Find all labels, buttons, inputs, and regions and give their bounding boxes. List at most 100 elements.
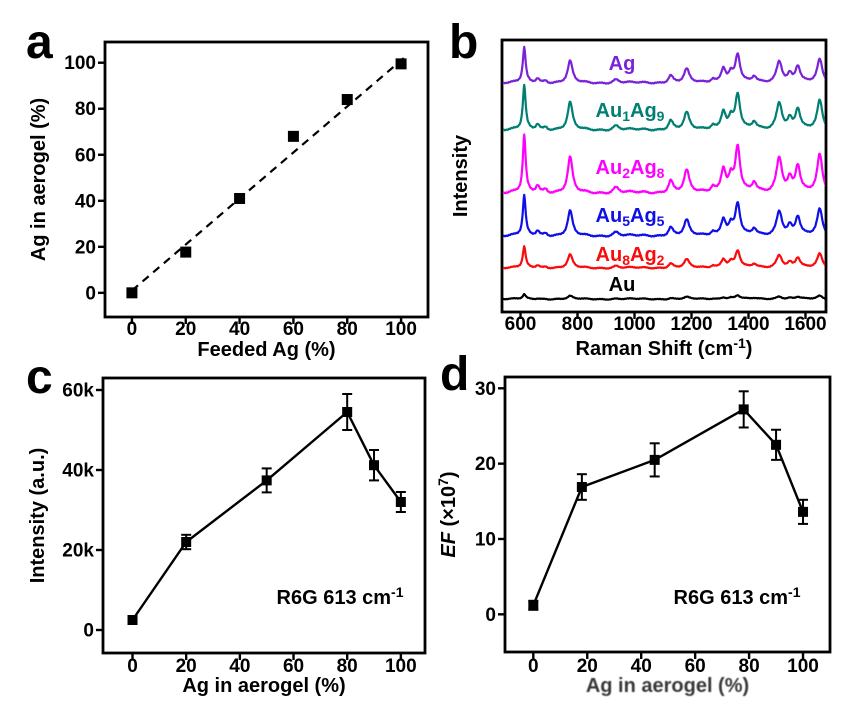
- spectrum-label-ag: Ag: [609, 53, 636, 75]
- x-tick-label: 20: [577, 656, 598, 677]
- data-point-marker: [369, 460, 380, 471]
- data-point-marker: [798, 506, 809, 517]
- x-tick-label: 80: [337, 319, 358, 340]
- data-point-marker: [395, 497, 406, 507]
- axis-box: [503, 375, 832, 654]
- panel-d: d 0 20 40 60 80 100 0 10 20 30 Ag in aerogel (%) EF …: [435, 348, 832, 697]
- series-c: [127, 393, 406, 625]
- y-tick-label: 60: [75, 145, 96, 166]
- trace-au8ag2: [503, 245, 825, 270]
- x-tick-label: 60: [685, 656, 706, 677]
- y-tick-label: 0: [83, 621, 94, 642]
- x-axis-ticks: 0 20 40 60 80 100: [127, 317, 417, 340]
- x-tick-label: 60: [283, 319, 304, 340]
- data-point-marker: [649, 454, 660, 465]
- y-tick-label: 0: [485, 605, 496, 626]
- annotation-label: R6G 613 cm-1: [277, 584, 404, 609]
- y-axis-ticks: 0 20 40 60 80 100: [64, 53, 105, 304]
- data-point-marker: [180, 246, 192, 258]
- x-tick-label: 20: [175, 319, 196, 340]
- y-axis-label: Intensity (a.u.): [27, 448, 49, 584]
- x-tick-label: 40: [229, 656, 250, 677]
- data-point-marker: [261, 475, 272, 486]
- x-axis-label: Feeded Ag (%): [197, 339, 335, 361]
- series-line: [532, 407, 805, 606]
- x-tick-label: 0: [127, 319, 138, 340]
- series-d: [528, 390, 809, 611]
- trace-au2ag8: [503, 133, 825, 195]
- x-tick-label: 80: [337, 656, 358, 677]
- data-point-marker: [287, 130, 299, 142]
- spectra-traces: [503, 45, 825, 301]
- x-axis-ticks: 0 20 40 60 80 100: [127, 653, 417, 677]
- panel-letter-d: d: [440, 348, 469, 401]
- x-axis-label: Ag in aerogel (%): [586, 675, 749, 697]
- panel-b: b 600 800 1000 1200 1400 1600 Raman Shift (cm-1…: [449, 16, 828, 360]
- x-axis-label: Ag in aerogel (%): [182, 675, 345, 697]
- data-point-marker: [395, 58, 407, 70]
- y-tick-label: 80: [75, 99, 96, 120]
- x-tick-label: 40: [229, 319, 250, 340]
- axis-box: [103, 40, 430, 319]
- x-tick-label: 1000: [613, 314, 655, 335]
- panel-letter-c: c: [26, 351, 53, 404]
- fit-line: [131, 57, 405, 292]
- y-tick-label: 20: [475, 454, 496, 475]
- data-point-marker: [127, 615, 138, 625]
- trace-ag: [503, 45, 825, 85]
- annotation-label: R6G 613 cm-1: [674, 584, 801, 609]
- y-tick-label: 100: [64, 53, 96, 74]
- spectrum-label-au2ag8: Au2Ag8: [596, 157, 665, 181]
- x-tick-label: 60: [283, 656, 304, 677]
- x-tick-label: 100: [385, 656, 417, 677]
- x-tick-label: 100: [787, 656, 819, 677]
- axis-box: [500, 38, 828, 314]
- x-tick-label: 0: [528, 656, 539, 677]
- panel-letter-a: a: [26, 16, 53, 69]
- x-axis-ticks: 600 800 1000 1200 1400 1600: [505, 312, 827, 335]
- data-point-marker: [341, 94, 353, 106]
- axis-box: [101, 376, 427, 655]
- data-point-marker: [738, 404, 749, 415]
- x-tick-label: 1600: [784, 314, 826, 335]
- x-tick-label: 20: [176, 656, 197, 677]
- y-tick-label: 60k: [62, 381, 94, 402]
- data-point-marker: [528, 600, 539, 611]
- spectrum-label-au5ag5: Au5Ag5: [596, 205, 665, 229]
- data-point-marker: [771, 439, 782, 450]
- data-point-marker: [342, 407, 353, 417]
- panel-letter-b: b: [449, 16, 478, 69]
- x-axis-ticks: 0 20 40 60 80 100: [528, 652, 819, 677]
- y-axis-ticks: 0 20k 40k 60k: [62, 381, 103, 642]
- x-tick-label: 0: [127, 656, 138, 677]
- x-tick-label: 1200: [670, 314, 712, 335]
- panel-c: c 0 20 40 60 80 100 0 20k 40k 60k Ag in aerogel (%)…: [26, 351, 427, 697]
- spectrum-label-au: Au: [609, 274, 636, 296]
- x-tick-label: 600: [505, 314, 537, 335]
- data-point-marker: [181, 537, 192, 547]
- x-tick-label: 800: [562, 314, 594, 335]
- x-tick-label: 80: [739, 656, 760, 677]
- x-tick-label: 1400: [727, 314, 769, 335]
- spectrum-label-au1ag9: Au1Ag9: [596, 100, 665, 124]
- trace-au: [503, 292, 825, 301]
- data-point-marker: [234, 192, 246, 204]
- y-axis-label: Intensity: [450, 134, 472, 217]
- spectrum-label-au8ag2: Au8Ag2: [596, 244, 665, 268]
- y-axis-label: EF (×107): [435, 471, 460, 557]
- trace-au5ag5: [503, 193, 825, 238]
- series-a: [126, 58, 407, 299]
- y-axis-ticks: 0 10 20 30: [475, 379, 505, 626]
- data-point-marker: [576, 482, 587, 492]
- panel-a: a 0 20 40 60 80 100 0 20 40 60 80 100 Feeded Ag (%) Ag…: [26, 16, 430, 361]
- x-tick-label: 100: [385, 319, 417, 340]
- data-point-marker: [126, 287, 138, 299]
- x-tick-label: 40: [631, 656, 652, 677]
- trace-au1ag9: [503, 83, 825, 132]
- y-tick-label: 10: [475, 529, 496, 550]
- y-tick-label: 0: [85, 283, 96, 304]
- y-tick-label: 20: [75, 237, 96, 258]
- y-tick-label: 30: [475, 379, 496, 400]
